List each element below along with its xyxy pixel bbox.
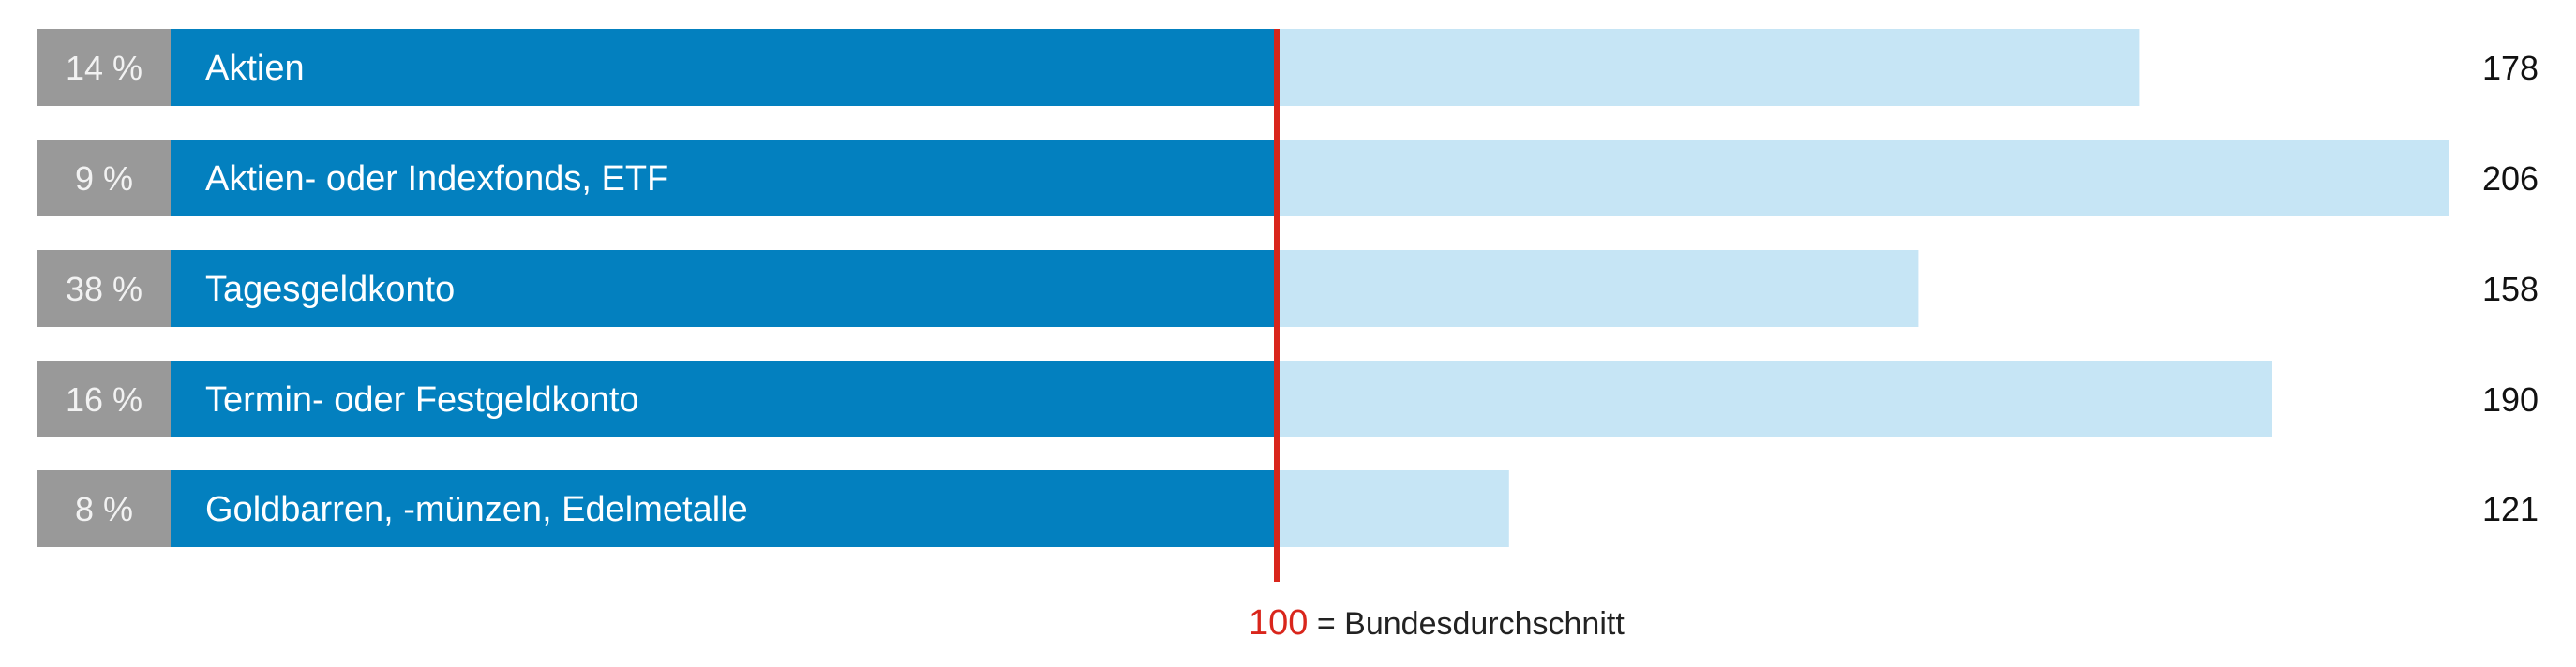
- bar-base-segment: [171, 29, 1277, 106]
- category-label: Aktien: [205, 49, 305, 88]
- share-label: 8 %: [75, 490, 133, 528]
- share-box: [37, 470, 171, 547]
- bar-base-segment: [171, 470, 1277, 547]
- share-box: [37, 140, 171, 216]
- share-box: [37, 361, 171, 437]
- reference-line: [1274, 29, 1280, 582]
- bar-above-reference-segment: [1277, 250, 1919, 327]
- bar-above-reference-segment: [1277, 140, 2449, 216]
- bar-above-reference-segment: [1277, 29, 2140, 106]
- share-box: [37, 250, 171, 327]
- share-label: 16 %: [66, 380, 142, 419]
- value-label: 178: [2482, 49, 2539, 87]
- bar-above-reference-segment: [1277, 361, 2272, 437]
- share-label: 9 %: [75, 159, 133, 198]
- value-label: 158: [2482, 270, 2539, 308]
- bar-base-segment: [171, 250, 1277, 327]
- category-label: Aktien- oder Indexfonds, ETF: [205, 159, 668, 199]
- value-label: 206: [2482, 159, 2539, 198]
- share-box: [37, 29, 171, 106]
- legend-reference-number: 100: [1249, 603, 1309, 643]
- bar-above-reference-segment: [1277, 470, 1509, 547]
- bar-base-segment: [171, 140, 1277, 216]
- category-label: Termin- oder Festgeldkonto: [205, 380, 639, 420]
- value-label: 190: [2482, 380, 2539, 419]
- share-label: 14 %: [66, 49, 142, 87]
- value-label: 121: [2482, 490, 2539, 528]
- legend: 100 = Bundesdurchschnitt: [1249, 603, 1625, 644]
- legend-reference-text: = Bundesdurchschnitt: [1316, 606, 1625, 642]
- category-label: Tagesgeldkonto: [205, 270, 455, 309]
- share-label: 38 %: [66, 270, 142, 308]
- bar-base-segment: [171, 361, 1277, 437]
- category-label: Goldbarren, -münzen, Edelmetalle: [205, 490, 748, 529]
